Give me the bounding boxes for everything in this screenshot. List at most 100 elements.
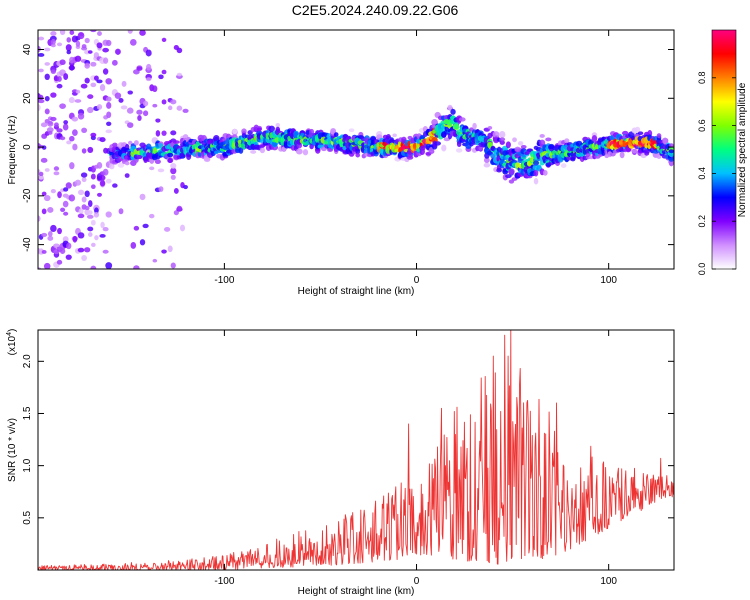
spectrogram-cell <box>59 103 66 109</box>
spectrogram-cell <box>137 114 142 122</box>
spectrogram-cell <box>44 108 50 115</box>
snr-scale-note: (x104) <box>6 329 18 356</box>
spectrogram-cell <box>72 235 78 243</box>
spectrogram-cell <box>62 123 69 131</box>
spectrogram-cell <box>456 140 462 148</box>
spectrogram-cell <box>90 132 97 138</box>
spectrogram-cell <box>72 129 78 136</box>
spectrogram-cell <box>176 47 183 54</box>
spectrogram-cell <box>492 136 500 144</box>
spectrogram-cell <box>668 149 674 154</box>
spectrogram-cell <box>44 73 50 80</box>
spectrogram-cell <box>392 133 397 138</box>
colorbar-ticks: 0.0 0.2 0.4 0.6 0.8 <box>697 72 736 275</box>
spectrogram-cell <box>560 163 567 168</box>
snr-x-ticks: -100 0 100 <box>214 330 617 587</box>
spectrogram-panel: -100 0 100 -40 -20 0 20 40 Height of straight … <box>7 29 675 297</box>
spectrogram-cell <box>149 166 155 171</box>
spectrogram-cell <box>91 242 96 247</box>
spectrogram-cell <box>170 167 177 175</box>
spectrogram-cell <box>99 84 106 92</box>
spectrogram-cell <box>136 154 143 160</box>
snr-y-tick-label: 1.5 <box>22 406 33 420</box>
spectrogram-cell <box>96 42 103 49</box>
snr-scale-note-base: (x10 <box>7 335 18 355</box>
spectrogram-cell <box>483 162 491 168</box>
spectrogram-cell <box>75 89 81 94</box>
spectrogram-cell <box>355 152 361 158</box>
spectrogram-cell <box>90 265 97 269</box>
spectrogram-cell <box>47 230 53 237</box>
spectrogram-cell <box>99 175 106 181</box>
colorbar-tick-label: 0.2 <box>697 215 707 228</box>
spectrogram-cell <box>56 259 63 265</box>
spectrogram-cell <box>50 92 57 98</box>
spectrogram-cell <box>50 189 56 194</box>
spectrogram-cell <box>72 143 78 151</box>
spectrogram-cell <box>105 178 112 184</box>
spectrogram-cell <box>621 130 629 136</box>
spectrogram-cell <box>142 100 149 107</box>
spectrogram-cell <box>128 140 133 145</box>
spectrogram-cell <box>124 173 130 178</box>
spectrogram-y-tick-label: 0 <box>22 144 33 150</box>
spectrogram-cell <box>50 69 57 75</box>
spectrogram-cell <box>154 159 161 165</box>
spectrogram-cell <box>167 157 173 163</box>
spectrogram-cell <box>142 223 149 229</box>
spectrogram-cell <box>452 123 460 130</box>
spectrogram-cell <box>102 47 109 53</box>
spectrogram-cell <box>87 232 93 237</box>
spectrogram-cell <box>41 208 47 215</box>
spectrogram-cell <box>130 242 137 249</box>
spectrogram-cell <box>84 63 91 69</box>
spectrogram-cell <box>44 62 50 66</box>
spectrogram-cell <box>139 193 146 201</box>
spectrogram-cell <box>48 130 53 135</box>
spectrogram-cell <box>77 232 85 239</box>
spectrogram-x-label: Height of straight line (km) <box>298 286 415 297</box>
spectrogram-cell <box>526 148 534 152</box>
spectrogram-cell <box>637 131 644 136</box>
spectrogram-cell <box>458 117 466 122</box>
spectrogram-cell <box>68 194 76 202</box>
spectrogram-cell <box>517 141 524 146</box>
colorbar-tick-label: 0.6 <box>697 119 707 132</box>
spectrogram-cell <box>149 213 155 219</box>
spectrogram-cell <box>77 247 85 253</box>
spectrogram-cell <box>105 211 112 218</box>
spectrogram-cell <box>66 50 71 55</box>
spectrogram-cell <box>59 30 66 36</box>
spectrogram-cell <box>62 200 69 208</box>
spectrogram-cell <box>57 76 62 82</box>
snr-y-tick-label: 0.5 <box>22 510 33 524</box>
spectrogram-cell <box>327 147 334 153</box>
spectrogram-cell <box>499 130 506 138</box>
spectrogram-cell <box>65 44 72 52</box>
spectrogram-cell <box>170 99 177 105</box>
spectrogram-cell <box>80 172 88 178</box>
spectrogram-cell <box>275 122 281 128</box>
spectrogram-cell <box>152 85 158 93</box>
spectrogram-cell <box>87 50 93 54</box>
spectrogram-cell <box>63 120 69 125</box>
spectrogram-cell <box>152 258 158 263</box>
spectrogram-cell <box>499 137 506 142</box>
spectrogram-cell <box>142 110 149 117</box>
spectrogram-cell <box>69 162 75 170</box>
spectrogram-cell <box>38 94 44 101</box>
spectrogram-cell <box>102 249 109 254</box>
spectrogram-cell <box>533 160 540 166</box>
spectrogram-cell <box>77 189 85 196</box>
spectrogram-cell <box>106 111 112 119</box>
spectrogram-cell <box>56 42 63 47</box>
spectrogram-cell <box>81 177 87 183</box>
spectrogram-cell <box>105 39 112 47</box>
spectrogram-cell <box>591 135 598 142</box>
spectrogram-cell <box>668 157 674 162</box>
spectrogram-cell <box>66 37 72 43</box>
spectrogram-cell <box>44 168 50 172</box>
spectrogram-cell <box>656 133 662 139</box>
spectrogram-cell <box>87 226 94 232</box>
spectrogram-cell <box>139 30 146 36</box>
